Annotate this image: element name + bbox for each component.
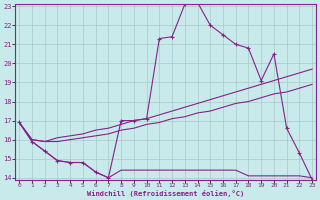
X-axis label: Windchill (Refroidissement éolien,°C): Windchill (Refroidissement éolien,°C) bbox=[87, 190, 244, 197]
